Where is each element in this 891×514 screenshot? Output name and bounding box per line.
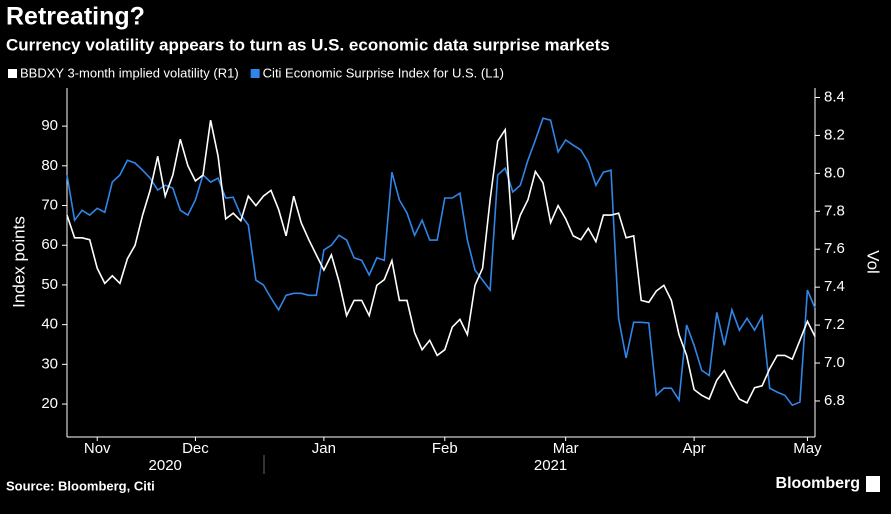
chart-title: Retreating? bbox=[6, 3, 145, 31]
y-tick-label: 40 bbox=[41, 316, 58, 333]
y2-tick-label: 7.8 bbox=[824, 202, 845, 219]
x-tick-label: May bbox=[793, 440, 822, 457]
x-tick-label: Jan bbox=[312, 440, 336, 457]
chart-subtitle: Currency volatility appears to turn as U… bbox=[6, 35, 610, 54]
x-group-label: 2020 bbox=[149, 457, 182, 474]
x-tick-label: Dec bbox=[182, 440, 209, 457]
x-group-label: 2021 bbox=[534, 457, 567, 474]
brand-icon bbox=[866, 476, 880, 492]
y2-tick-label: 7.2 bbox=[824, 316, 845, 333]
series-line bbox=[66, 120, 816, 404]
y2-axis-label: Vol bbox=[864, 250, 883, 274]
x-tick-label: Apr bbox=[682, 440, 705, 457]
y2-tick-label: 7.4 bbox=[824, 278, 845, 295]
x-tick-label: Feb bbox=[432, 440, 458, 457]
y-tick-label: 20 bbox=[41, 395, 58, 412]
legend-label: BBDXY 3-month implied volatility (R1) bbox=[20, 65, 239, 80]
y2-tick-label: 7.0 bbox=[824, 354, 845, 371]
y-tick-label: 50 bbox=[41, 276, 58, 293]
y2-tick-label: 8.2 bbox=[824, 126, 845, 143]
brand: Bloomberg bbox=[776, 475, 860, 492]
x-tick-label: Mar bbox=[553, 440, 579, 457]
series-line bbox=[66, 117, 816, 407]
y-tick-label: 90 bbox=[41, 117, 58, 134]
x-tick-label: Nov bbox=[84, 440, 111, 457]
y-axis-label: Index points bbox=[9, 216, 28, 308]
y2-tick-label: 7.6 bbox=[824, 240, 845, 257]
source: Source: Bloomberg, Citi bbox=[6, 478, 155, 493]
y-tick-label: 30 bbox=[41, 355, 58, 372]
legend-label: Citi Economic Surprise Index for U.S. (L… bbox=[263, 65, 504, 80]
legend-swatch bbox=[8, 69, 17, 78]
y2-tick-label: 8.0 bbox=[824, 164, 845, 181]
y-tick-label: 80 bbox=[41, 157, 58, 174]
y-tick-label: 60 bbox=[41, 236, 58, 253]
y2-tick-label: 6.8 bbox=[824, 392, 845, 409]
legend-swatch bbox=[250, 69, 260, 78]
y-tick-label: 70 bbox=[41, 196, 58, 213]
y2-tick-label: 8.4 bbox=[824, 88, 845, 105]
